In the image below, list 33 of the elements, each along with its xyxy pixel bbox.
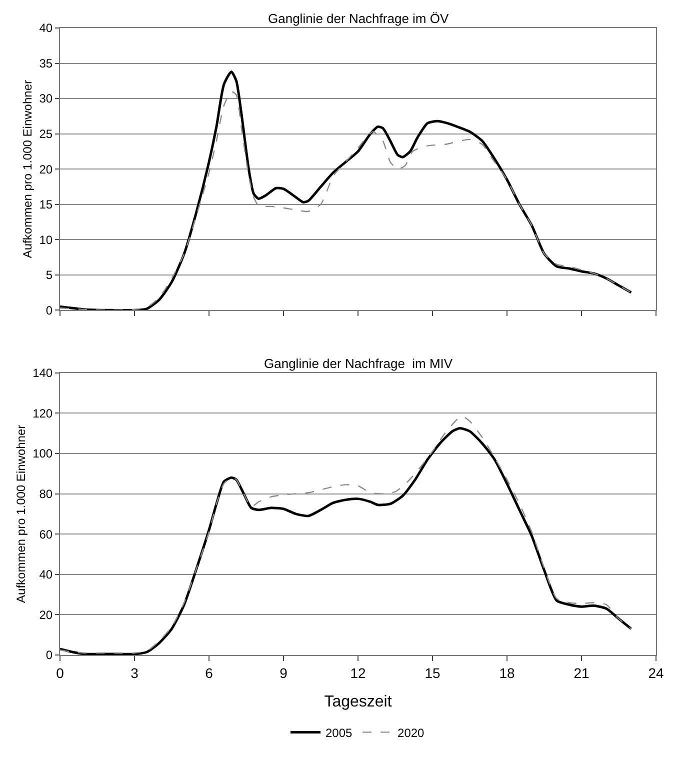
y-tick-label: 0 [46, 303, 53, 318]
x-tick-label: 3 [130, 664, 139, 681]
x-tick-label: 15 [424, 664, 440, 681]
y-axis-title: Aufkommen pro 1.000 Einwohner [20, 80, 35, 258]
y-tick-label: 40 [39, 21, 53, 36]
y-tick-label: 30 [39, 92, 53, 106]
y-tick-label: 140 [32, 366, 53, 380]
x-tick-label: 9 [280, 664, 288, 681]
y-tick-label: 35 [39, 56, 53, 70]
chart-title: Ganglinie der Nachfrage im MIV [264, 356, 453, 371]
y-tick-label: 120 [32, 406, 53, 420]
chart-title: Ganglinie der Nachfrage im ÖV [268, 11, 449, 26]
x-tick-label: 24 [648, 664, 664, 681]
x-tick-label: 6 [205, 664, 214, 681]
y-tick-label: 0 [46, 648, 53, 662]
y-tick-label: 60 [39, 527, 53, 542]
y-tick-label: 80 [39, 486, 53, 501]
y-axis-title: Aufkommen pro 1.000 Einwohner [14, 424, 28, 603]
legend-label: 2020 [398, 726, 425, 740]
x-tick-label: 18 [499, 664, 515, 681]
y-tick-label: 5 [46, 268, 53, 282]
y-tick-label: 40 [39, 568, 53, 582]
x-tick-label: 21 [574, 664, 590, 681]
y-tick-label: 100 [32, 446, 53, 461]
y-tick-label: 15 [39, 198, 53, 212]
x-tick-label: 0 [56, 664, 64, 681]
y-tick-label: 20 [39, 162, 53, 176]
x-axis-title: Tageszeit [324, 694, 392, 710]
legend-label: 2005 [326, 726, 353, 740]
y-tick-label: 10 [39, 232, 53, 247]
y-tick-label: 20 [39, 608, 53, 622]
y-tick-label: 25 [39, 127, 53, 142]
x-tick-label: 12 [350, 664, 366, 681]
